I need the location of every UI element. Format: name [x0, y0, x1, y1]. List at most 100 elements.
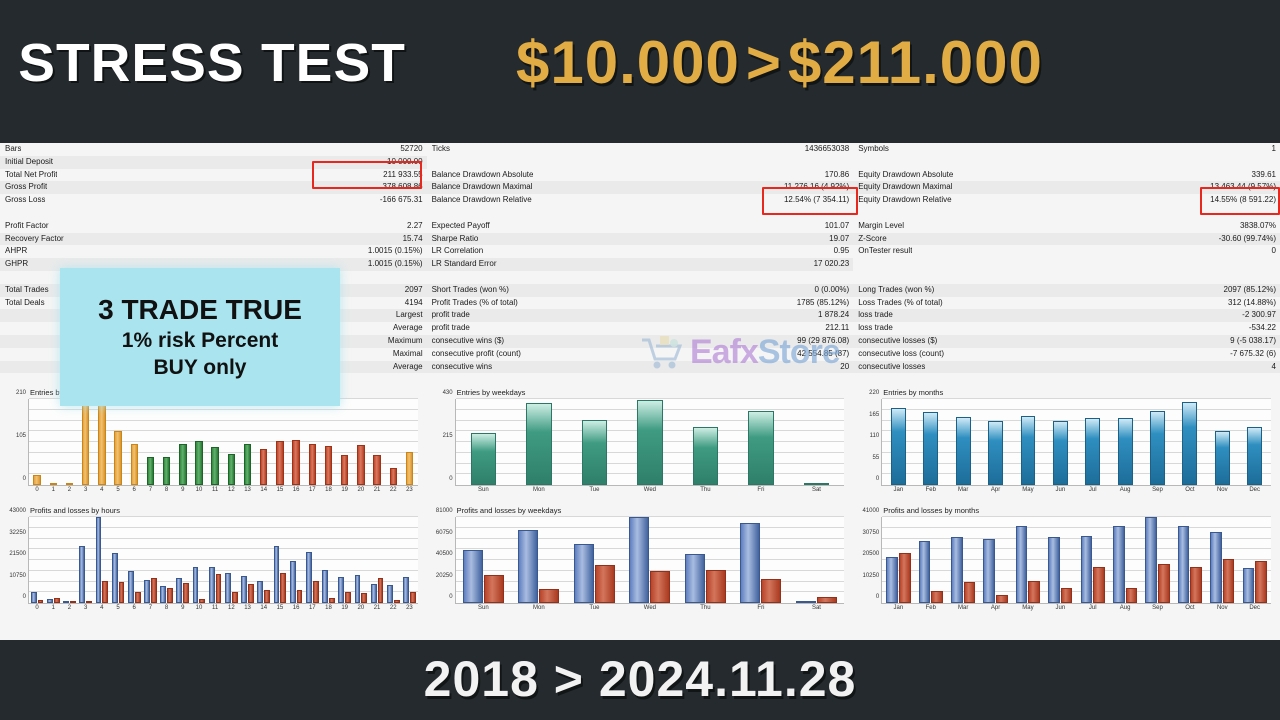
row-value: 13 463.44 (9.57%)	[1210, 182, 1276, 192]
bar-profits	[795, 601, 816, 603]
bar-losses	[594, 565, 615, 603]
x-axis-tick: Jul	[1088, 487, 1097, 493]
bar	[276, 441, 284, 485]
y-axis-tick: 0	[449, 476, 453, 482]
row-value: 2.27	[407, 220, 423, 230]
row-value: 312 (14.88%)	[1227, 297, 1276, 307]
table-spacer	[427, 207, 854, 220]
chart-category: 9	[175, 517, 191, 611]
x-axis-tick: Nov	[1216, 487, 1228, 493]
row-value: 19.07	[829, 233, 850, 243]
x-axis-tick: 19	[341, 487, 348, 493]
row-label: profit trade	[431, 310, 470, 320]
x-axis-tick: Tue	[589, 605, 600, 611]
chart-entries-by-months: Entries by months 0 55 110 165 220 Jan Feb Mar Ap…	[853, 386, 1280, 504]
chart-category: Mon	[511, 399, 567, 493]
gridline	[29, 473, 418, 475]
row-value: 0.95	[833, 246, 850, 256]
chart-category: Sat	[789, 517, 845, 611]
x-axis-tick: Tue	[589, 487, 600, 493]
x-axis-tick: Jun	[1055, 605, 1066, 611]
amount-separator: >	[745, 29, 782, 96]
x-axis-tick: 11	[212, 487, 219, 493]
bar-losses	[377, 578, 384, 603]
chart-category: Sun	[456, 517, 512, 611]
chart-category: Aug	[1109, 399, 1141, 493]
gridline	[29, 516, 418, 517]
x-axis-tick: Dec	[1249, 487, 1261, 493]
bar-profits	[79, 546, 86, 603]
bar-losses	[963, 581, 976, 603]
bar-losses	[931, 591, 943, 603]
x-axis-tick: Nov	[1216, 605, 1228, 611]
x-axis-tick: May	[1022, 605, 1034, 611]
chart-category: 12	[223, 517, 239, 611]
bar	[803, 483, 830, 485]
bar-losses	[328, 597, 335, 603]
x-axis-tick: 13	[244, 487, 251, 493]
row-value: 10 000.00	[387, 156, 423, 166]
row-label: consecutive wins	[431, 361, 493, 371]
chart-category: 5	[110, 399, 126, 493]
x-axis-tick: Dec	[1249, 605, 1261, 611]
row-label: Expected Payoff	[431, 220, 490, 230]
x-axis-tick: Mon	[533, 487, 545, 493]
bar	[692, 427, 719, 485]
y-axis-tick: 81000	[435, 508, 453, 514]
bar-profits	[573, 544, 594, 603]
bar-profits	[95, 517, 102, 603]
x-axis-tick: 3	[83, 487, 88, 493]
row-label: GHPR	[5, 259, 29, 269]
bar-losses	[37, 599, 44, 603]
table-row: Total Deals 4194	[0, 297, 427, 310]
chart-bars: 0 1 2 3 4 5 6 7 8 9 10 11 12 13 14 15 16 17 18 19 20 21 22 23	[29, 517, 418, 611]
charts-row-profits: Profits and losses by hours 0 10750 21500 32…	[0, 504, 1280, 622]
row-label: Gross Loss	[5, 195, 46, 205]
chart-category: Dec	[1238, 517, 1270, 611]
bar-losses	[296, 589, 303, 603]
row-label: Long Trades (won %)	[858, 284, 935, 294]
x-axis-tick: Sun	[478, 605, 489, 611]
chart-category: Tue	[567, 517, 623, 611]
bar-profits	[1177, 526, 1190, 603]
overlay-badge: 3 TRADE TRUE 1% risk Percent BUY only	[60, 268, 340, 406]
table-row: Short Trades (won %) 0 (0.00%)	[426, 283, 854, 297]
x-axis-tick: Fri	[757, 605, 765, 611]
y-axis-tick: 10750	[9, 572, 26, 579]
x-axis-tick: 22	[389, 605, 397, 611]
y-axis-tick: 220	[869, 390, 880, 396]
bar	[243, 444, 252, 485]
chart-category: 4	[94, 517, 110, 611]
bar	[33, 474, 41, 485]
bar	[373, 455, 381, 485]
bar-losses	[167, 588, 173, 603]
bar	[890, 408, 906, 485]
y-axis-tick: 430	[442, 390, 453, 396]
chart-profits-losses-by-hours: Profits and losses by hours 0 10750 21500 32…	[0, 504, 427, 622]
chart-category: Apr	[979, 399, 1011, 493]
table-row: Expected Payoff 101.07	[427, 220, 854, 233]
x-axis-tick: Sep	[1152, 487, 1163, 493]
bar	[211, 447, 219, 485]
table-row: GHPR 1.0015 (0.15%)	[0, 258, 427, 271]
x-axis-tick: 20	[357, 605, 365, 611]
table-spacer	[0, 207, 427, 220]
chart-category: 3	[78, 399, 94, 493]
overlay-badge-line1: 3 TRADE TRUE	[98, 294, 302, 325]
charts-row-entries: Entries by hours (Asia,Europe,USA)010521…	[0, 386, 1280, 504]
table-spacer	[853, 207, 1280, 220]
row-label: loss trade	[858, 310, 893, 320]
x-axis-tick: 12	[228, 605, 235, 611]
bar-losses	[1028, 581, 1041, 603]
chart-plot-area: 0 105 210 0 1 2 3 4 5 6 7 8 9 10 11 12 13 14 15 16 17 18 19 20 2…	[16, 390, 418, 493]
table-row: consecutive losses ($) 9 (-5 038.17)	[853, 334, 1280, 348]
bar	[1020, 416, 1036, 485]
x-axis-tick: Jan	[893, 605, 904, 611]
chart-category: 23	[401, 517, 417, 611]
table-row: Z-Score -30.60 (99.74%)	[853, 232, 1280, 246]
row-value: 11 276.16 (4.92%)	[783, 182, 850, 192]
row-value: -30.60 (99.74%)	[1218, 233, 1276, 243]
row-value: Maximum	[387, 335, 423, 345]
row-value: 378 608.86	[382, 182, 423, 192]
x-axis-tick: 6	[132, 487, 136, 493]
